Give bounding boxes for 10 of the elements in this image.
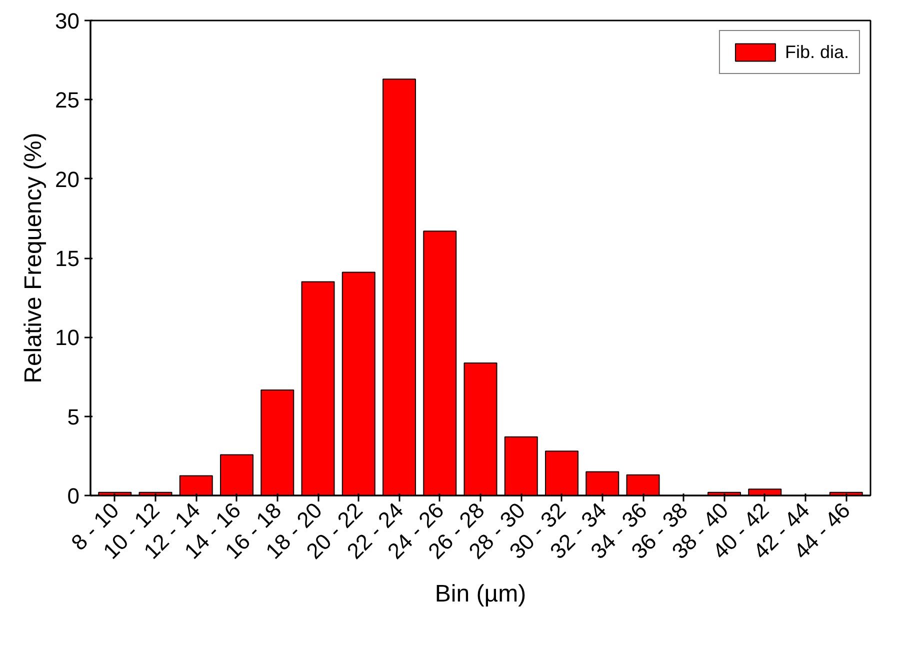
y-tick-label: 25 [55, 88, 80, 113]
y-tick-label: 0 [67, 484, 80, 508]
y-tick-label: 10 [55, 325, 80, 350]
y-tick-label: 20 [55, 166, 80, 192]
y-tick-label: 15 [55, 246, 80, 271]
y-tick-label: 30 [55, 8, 80, 34]
x-axis-title: Bin (µm) [434, 580, 526, 608]
legend-label: Fib. dia. [784, 42, 849, 62]
y-axis-title: Relative Frequency (%) [20, 132, 48, 384]
y-tick-label: 5 [67, 404, 80, 430]
